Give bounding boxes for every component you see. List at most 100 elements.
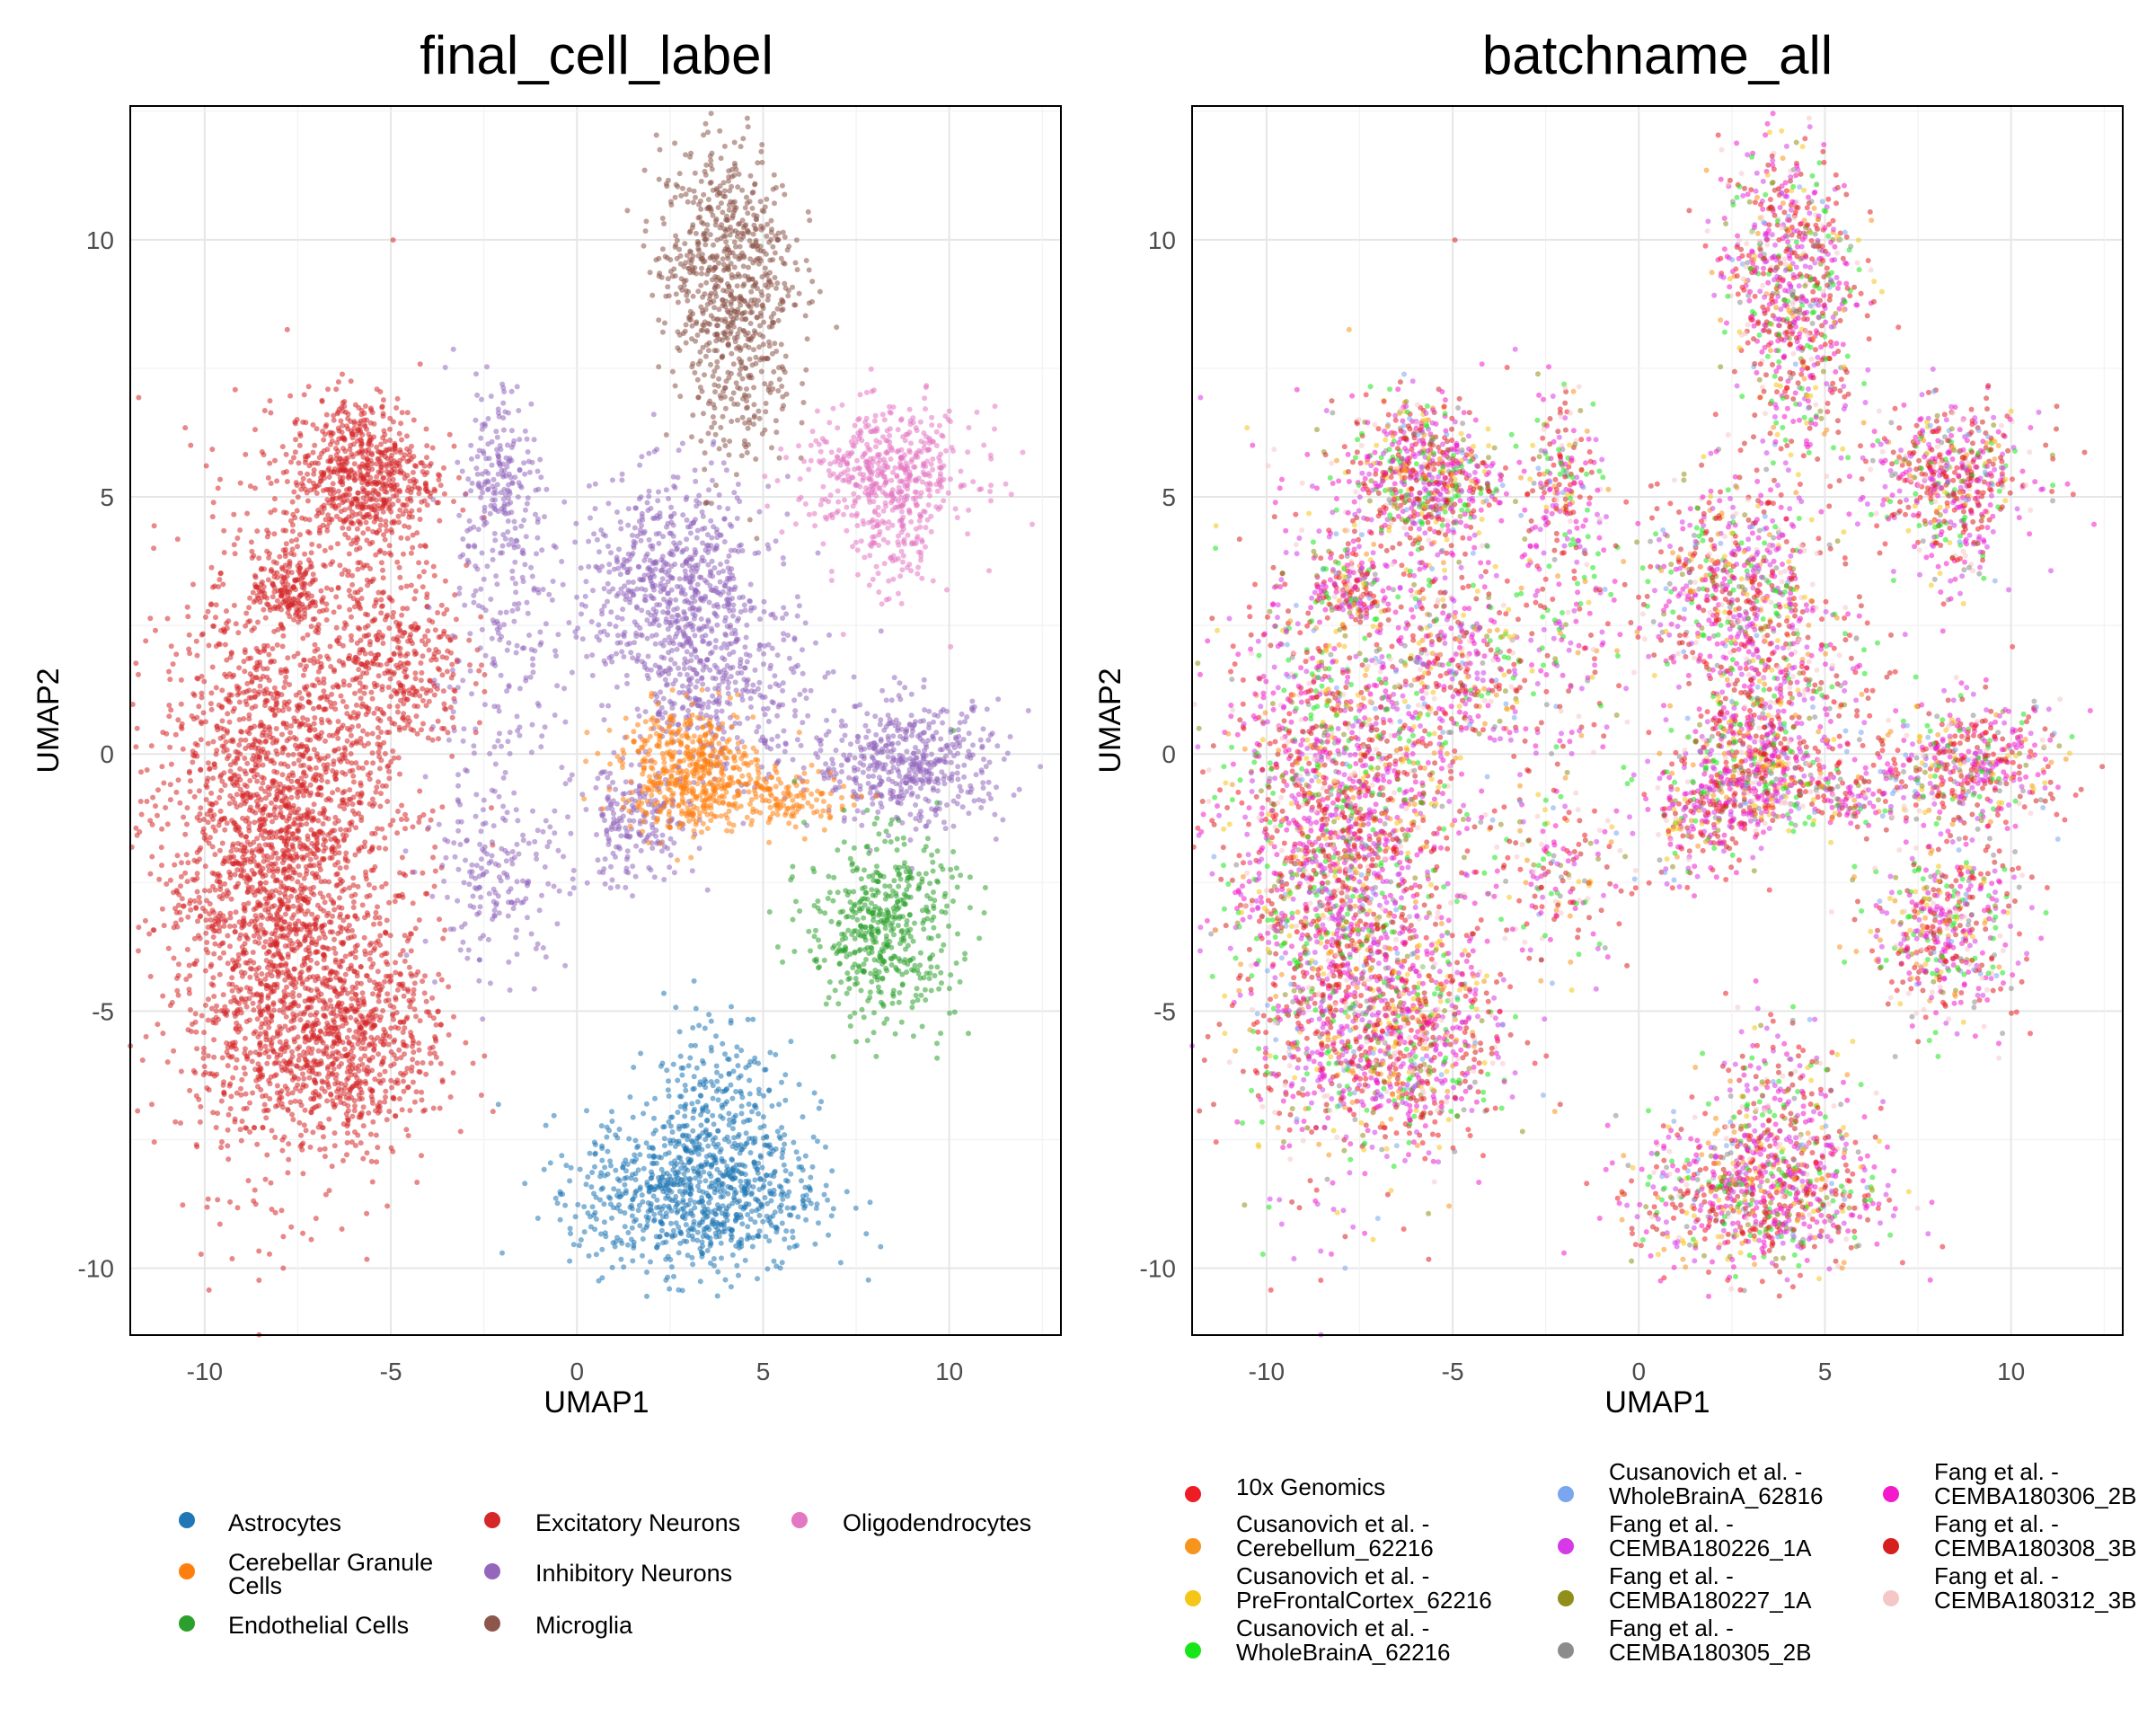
- scatter-point: [225, 1063, 231, 1069]
- scatter-point: [374, 784, 380, 791]
- scatter-point: [227, 1081, 234, 1087]
- scatter-point: [287, 1100, 294, 1105]
- scatter-point: [216, 955, 223, 961]
- scatter-point: [418, 460, 424, 466]
- scatter-point: [192, 1011, 199, 1017]
- scatter-point: [397, 447, 403, 453]
- scatter-point: [280, 1043, 287, 1049]
- scatter-point: [341, 1046, 348, 1052]
- scatter-point: [666, 496, 671, 501]
- scatter-point: [294, 927, 300, 933]
- scatter-point: [473, 681, 479, 686]
- scatter-point: [386, 703, 393, 710]
- scatter-point: [282, 943, 288, 949]
- scatter-point: [706, 599, 712, 606]
- scatter-point: [295, 1034, 301, 1040]
- scatter-point: [149, 821, 155, 827]
- scatter-point: [337, 479, 343, 485]
- scatter-point: [713, 545, 720, 552]
- scatter-point: [300, 1071, 305, 1077]
- scatter-point: [398, 535, 404, 541]
- scatter-point: [405, 986, 411, 993]
- scatter-point: [231, 995, 237, 1001]
- scatter-point: [290, 1117, 296, 1123]
- scatter-point: [365, 623, 371, 629]
- scatter-point: [262, 703, 268, 709]
- scatter-point: [249, 705, 255, 711]
- scatter-point: [419, 727, 424, 733]
- scatter-point: [368, 689, 375, 695]
- scatter-point: [296, 993, 303, 998]
- scatter-point: [312, 1012, 318, 1018]
- scatter-point: [247, 778, 253, 783]
- scatter-point: [188, 442, 194, 448]
- scatter-point: [394, 986, 401, 993]
- scatter-point: [335, 459, 341, 465]
- scatter-point: [255, 802, 261, 808]
- scatter-point: [284, 469, 289, 474]
- scatter-point: [219, 778, 225, 784]
- scatter-point: [248, 655, 254, 661]
- scatter-point: [246, 820, 252, 827]
- scatter-point: [355, 1132, 361, 1138]
- scatter-point: [318, 773, 324, 779]
- scatter-point: [210, 584, 216, 590]
- scatter-point: [246, 995, 252, 1002]
- scatter-point: [331, 851, 338, 857]
- scatter-point: [216, 894, 223, 899]
- scatter-point: [305, 852, 311, 858]
- scatter-point: [350, 899, 357, 905]
- scatter-point: [624, 680, 631, 686]
- scatter-point: [239, 944, 245, 951]
- scatter-point: [260, 873, 266, 880]
- scatter-point: [161, 780, 167, 786]
- scatter-point: [185, 914, 191, 920]
- scatter-point: [331, 900, 337, 907]
- scatter-point: [412, 651, 418, 658]
- scatter-point: [347, 593, 353, 599]
- scatter-point: [418, 543, 423, 549]
- scatter-point: [186, 632, 192, 638]
- scatter-point: [696, 492, 702, 499]
- scatter-point: [383, 523, 389, 528]
- scatter-point: [321, 836, 327, 842]
- scatter-point: [420, 584, 426, 590]
- scatter-point: [437, 1060, 444, 1066]
- scatter-point: [402, 958, 408, 964]
- scatter-point: [361, 998, 367, 1004]
- scatter-point: [390, 818, 396, 824]
- scatter-point: [234, 535, 241, 541]
- scatter-point: [363, 869, 368, 875]
- scatter-point: [202, 1069, 208, 1075]
- scatter-point: [431, 572, 437, 579]
- scatter-point: [219, 1139, 225, 1145]
- scatter-point: [196, 788, 202, 794]
- scatter-point: [404, 496, 411, 502]
- scatter-point: [353, 715, 359, 721]
- scatter-point: [266, 554, 272, 561]
- scatter-point: [317, 1146, 323, 1153]
- scatter-point: [599, 703, 605, 709]
- scatter-point: [257, 1042, 263, 1048]
- scatter-point: [329, 1072, 335, 1077]
- scatter-point: [194, 958, 199, 964]
- scatter-point: [659, 576, 666, 582]
- scatter-point: [258, 677, 263, 682]
- scatter-point: [237, 1026, 243, 1032]
- scatter-point: [375, 904, 380, 910]
- scatter-point: [202, 1002, 208, 1008]
- scatter-point: [300, 856, 306, 862]
- scatter-point: [325, 386, 331, 393]
- scatter-point: [263, 958, 270, 963]
- scatter-point: [233, 884, 239, 890]
- scatter-point: [216, 641, 222, 647]
- scatter-point: [269, 1018, 275, 1024]
- scatter-point: [232, 929, 238, 935]
- scatter-point: [439, 1079, 446, 1085]
- scatter-point: [160, 1031, 166, 1037]
- scatter-point: [451, 1013, 456, 1020]
- scatter-point: [255, 1034, 261, 1039]
- scatter-point: [217, 916, 224, 922]
- scatter-point: [186, 770, 192, 776]
- scatter-point: [435, 610, 441, 615]
